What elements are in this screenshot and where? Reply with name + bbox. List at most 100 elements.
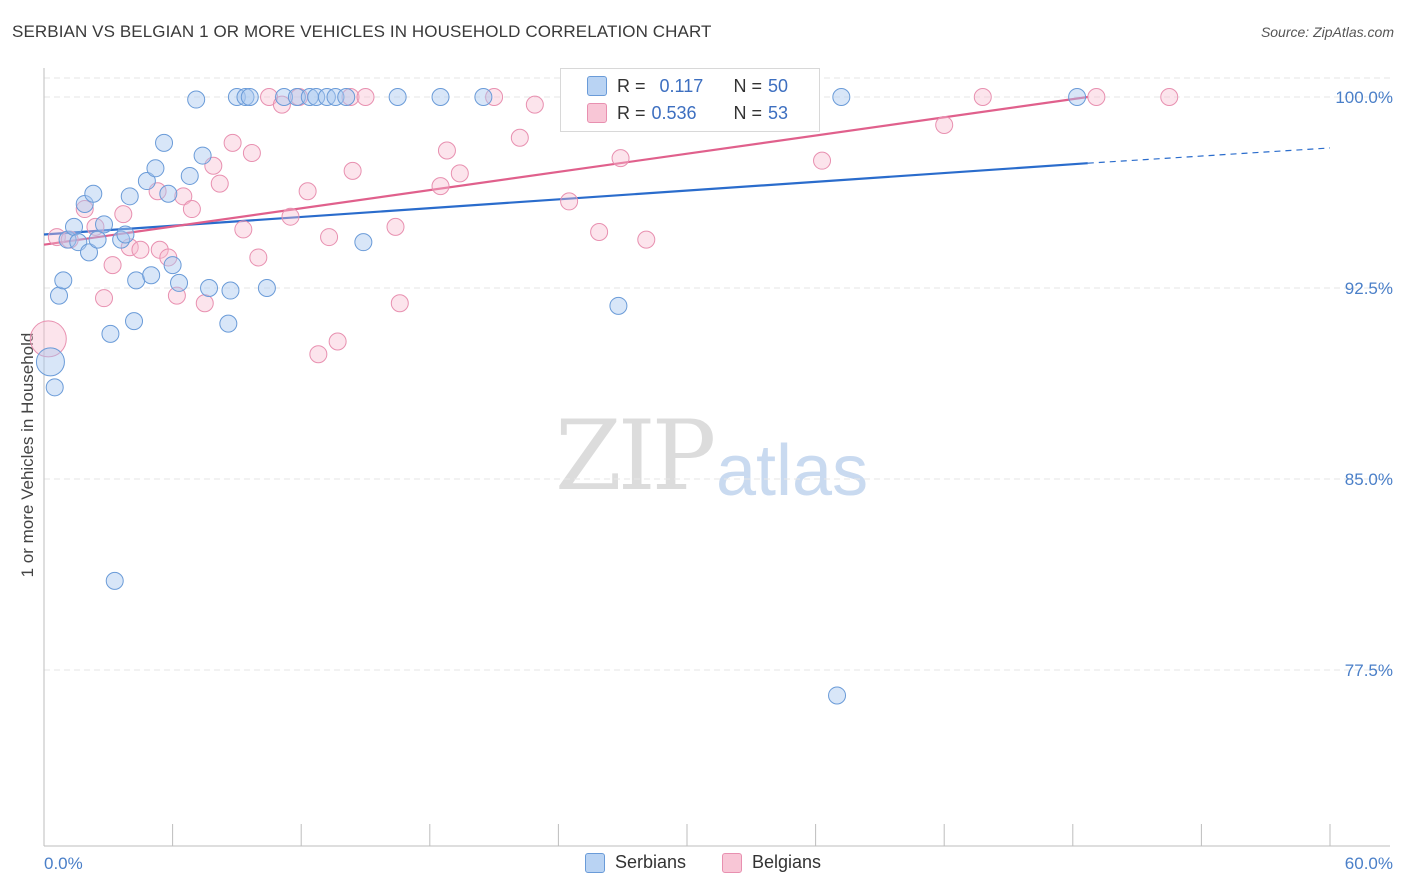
belgian-point — [343, 161, 362, 180]
serbian-point — [84, 184, 103, 203]
axes — [43, 68, 1390, 847]
serbian-point — [35, 347, 65, 377]
serbian-point — [240, 88, 259, 106]
serbians-r-label: R = — [617, 75, 646, 96]
belgians-r-label: R = — [617, 102, 646, 123]
belgian-point — [29, 320, 67, 358]
y-tick-label: 100.0% — [1335, 88, 1393, 107]
y-tick-label: 77.5% — [1345, 661, 1393, 680]
belgian-point — [103, 256, 122, 275]
belgians-trendline — [43, 95, 1088, 246]
belgian-point — [560, 192, 579, 211]
serbian-point — [155, 133, 174, 152]
serbian-point — [95, 215, 114, 234]
belgian-point — [281, 207, 300, 226]
belgian-point — [234, 220, 253, 239]
serbian-point — [170, 273, 189, 292]
belgian-point — [386, 217, 405, 236]
trendlines — [43, 95, 1331, 246]
serbian-point — [50, 286, 69, 305]
serbian-point — [116, 225, 135, 244]
serbian-point — [200, 279, 219, 297]
belgian-point — [223, 133, 242, 152]
serbian-point — [219, 314, 238, 333]
serbian-point — [80, 243, 99, 262]
belgian-point — [95, 289, 114, 308]
belgians-legend-label: Belgians — [752, 852, 822, 872]
legend-row-serbians: R = 0.117 N = 50 — [587, 74, 788, 98]
belgian-point — [973, 88, 992, 106]
belgian-point — [450, 164, 469, 183]
serbian-point — [609, 296, 628, 315]
serbian-point — [221, 281, 240, 300]
belgian-point — [249, 248, 268, 267]
x-tick-label-max: 60.0% — [1345, 854, 1393, 873]
serbian-point — [45, 378, 64, 397]
y-tick-label: 92.5% — [1345, 279, 1393, 298]
belgian-point — [431, 177, 450, 196]
belgian-point — [611, 149, 630, 168]
serbians-r-value: 0.117 — [659, 75, 704, 96]
belgian-point — [590, 222, 609, 241]
belgian-point — [114, 205, 133, 224]
serbian-point — [354, 233, 373, 252]
watermark-zip: ZIP — [555, 400, 716, 512]
belgian-point — [298, 182, 317, 201]
belgians-n-label: N = — [733, 102, 763, 123]
belgian-point — [210, 174, 229, 193]
serbians-points — [35, 88, 1087, 705]
serbian-point — [105, 571, 124, 590]
belgian-point — [328, 332, 347, 351]
serbian-point — [137, 172, 156, 191]
serbians-n-label: N = — [733, 75, 763, 96]
belgian-point — [309, 345, 328, 364]
serbian-point — [180, 166, 199, 185]
serbian-point — [337, 88, 356, 106]
serbian-point — [828, 686, 847, 705]
serbian-point — [236, 88, 255, 106]
serbian-point — [65, 217, 84, 236]
serbians-trendline-extension — [1087, 147, 1331, 164]
belgians-swatch — [587, 103, 607, 123]
serbian-point — [101, 324, 120, 343]
belgians-r-value: 0.536 — [651, 102, 697, 123]
serbians-legend-swatch — [584, 852, 605, 873]
source-label: Source: ZipAtlas.com — [1260, 24, 1394, 40]
serbian-point — [388, 88, 407, 106]
belgian-point — [75, 200, 94, 219]
y-tick-label: 85.0% — [1345, 470, 1393, 489]
belgian-point — [1087, 88, 1106, 106]
serbian-point — [832, 88, 851, 106]
tick-labels: 77.5% 85.0% 92.5% 100.0% 0.0% 60.0% — [44, 88, 1393, 873]
belgian-point — [1160, 88, 1179, 106]
serbian-point — [431, 88, 450, 106]
belgian-point — [813, 151, 832, 170]
serbian-point — [193, 146, 212, 165]
serbian-point — [307, 88, 326, 106]
belgian-point — [637, 230, 656, 249]
belgian-point — [272, 95, 291, 114]
serbian-point — [275, 88, 294, 106]
belgian-point — [935, 116, 954, 135]
serbian-point — [125, 312, 144, 331]
belgian-point — [525, 95, 544, 114]
watermark-atlas: atlas — [716, 431, 869, 511]
belgian-point — [356, 88, 375, 106]
belgian-point — [341, 88, 360, 106]
belgian-point — [437, 141, 456, 160]
serbian-point — [146, 159, 165, 178]
gridlines — [44, 77, 1390, 671]
legend-belgians[interactable]: Belgians — [722, 852, 821, 873]
belgian-point — [174, 187, 193, 206]
series-legend: Serbians Belgians — [0, 852, 1406, 873]
belgians-legend-swatch — [722, 852, 742, 873]
serbian-point — [120, 187, 139, 206]
belgian-point — [485, 88, 504, 106]
serbian-point — [287, 88, 306, 106]
belgian-point — [242, 144, 261, 163]
belgian-point — [390, 294, 409, 313]
serbians-swatch — [587, 76, 607, 96]
legend-serbians[interactable]: Serbians — [584, 852, 686, 873]
belgian-point — [131, 240, 150, 259]
